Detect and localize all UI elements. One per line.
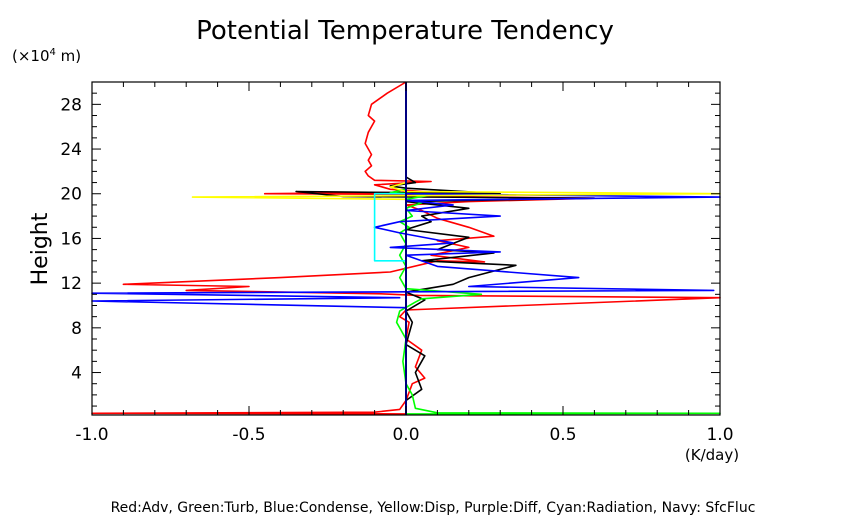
y-tick-label: 24: [60, 140, 82, 160]
y-axis-title: Height: [28, 212, 53, 285]
y-tick-label: 16: [60, 229, 82, 249]
x-tick-label: -0.5: [232, 425, 265, 445]
x-tick-label: 1.0: [706, 425, 733, 445]
chart-title: Potential Temperature Tendency: [196, 16, 614, 46]
y-unit-exponent: 4: [50, 47, 56, 58]
x-tick-label: 0.5: [549, 425, 576, 445]
y-tick-label: 28: [60, 95, 82, 115]
y-unit-prefix: (×10: [12, 47, 50, 65]
y-tick-label: 12: [60, 274, 82, 294]
series-line-red: [91, 81, 721, 415]
ticks-layer: -1.0 -0.5 0.0 0.5 1.0 4 8 12 16 20 24 28: [60, 81, 734, 445]
x-tick-label: 0.0: [392, 425, 419, 445]
y-tick-label: 4: [71, 364, 82, 384]
series-line-black: [295, 82, 596, 412]
x-tick-label: -1.0: [75, 425, 108, 445]
y-unit-label: (×104 m): [12, 47, 81, 65]
series-layer: [91, 81, 721, 415]
y-tick-label: 20: [60, 185, 82, 205]
series-line-blue: [91, 82, 721, 413]
y-unit-suffix: m): [56, 47, 81, 65]
plot-frame: [91, 81, 721, 416]
y-tick-label: 8: [71, 319, 82, 339]
x-unit-label: (K/day): [685, 446, 739, 464]
legend-text: Red:Adv, Green:Turb, Blue:Condense, Yell…: [111, 500, 756, 516]
series-line-yellow: [191, 82, 721, 413]
